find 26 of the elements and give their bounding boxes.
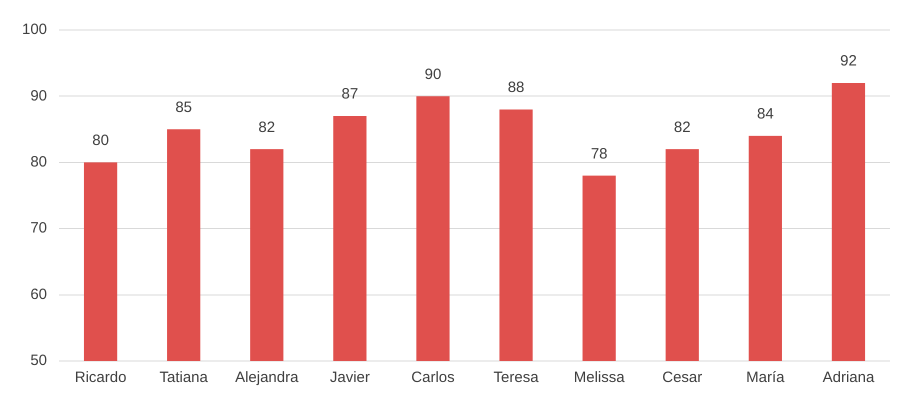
y-tick-label: 90 [30, 87, 48, 104]
x-tick-label: Melissa [574, 369, 626, 386]
x-tick-label: Alejandra [235, 369, 300, 386]
x-tick-label: Cesar [662, 369, 702, 386]
data-label: 87 [342, 86, 358, 103]
data-label: 78 [590, 145, 608, 162]
data-label: 85 [175, 98, 192, 116]
y-tick-label: 70 [30, 220, 48, 237]
y-tick-label: 80 [30, 154, 48, 171]
x-tick-label: Teresa [494, 369, 540, 386]
y-tick-label: 60 [30, 286, 48, 303]
data-label: 82 [674, 118, 691, 136]
x-tick-label: Javier [330, 369, 370, 386]
x-tick-label: Ricardo [74, 369, 126, 386]
data-label: 84 [757, 106, 774, 123]
data-label: 90 [424, 66, 442, 83]
x-tick-label: Tatiana [159, 369, 209, 386]
x-tick-label: María [746, 369, 786, 386]
y-tick-label: 50 [30, 352, 48, 370]
data-label: 80 [92, 132, 109, 150]
data-label: 92 [840, 52, 857, 70]
data-label: 82 [258, 118, 276, 136]
x-tick-label: Adriana [822, 369, 875, 386]
y-tick-label: 100 [22, 21, 48, 38]
data-label: 88 [508, 79, 524, 96]
x-tick-label: Carlos [411, 369, 455, 386]
